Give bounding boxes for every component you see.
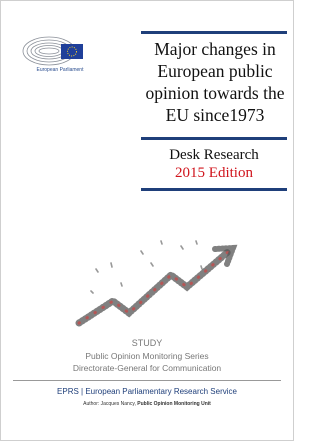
series: Public Opinion Monitoring Series	[1, 351, 293, 361]
rule	[141, 137, 287, 140]
separator	[13, 380, 281, 381]
rule	[141, 188, 287, 191]
edition: 2015 Edition	[141, 165, 287, 182]
author: Author: Jacques Nancy, Public Opinion Mo…	[1, 401, 293, 407]
logo-label: European Parliament	[15, 67, 105, 73]
service: EPRS | European Parliamentary Research S…	[1, 387, 293, 396]
author-unit: Public Opinion Monitoring Unit	[137, 401, 211, 407]
subtitle: Desk Research	[141, 147, 287, 164]
study-label: STUDY	[1, 338, 293, 348]
document-title: Major changes in European public opinion…	[141, 38, 289, 126]
rule	[141, 31, 287, 34]
crowd-arrow	[79, 241, 233, 323]
ep-logo	[23, 37, 83, 65]
cover-page: European Parliament Major changes in Eur…	[0, 0, 294, 441]
directorate: Directorate-General for Communication	[1, 363, 293, 373]
author-name: Author: Jacques Nancy,	[83, 401, 137, 407]
